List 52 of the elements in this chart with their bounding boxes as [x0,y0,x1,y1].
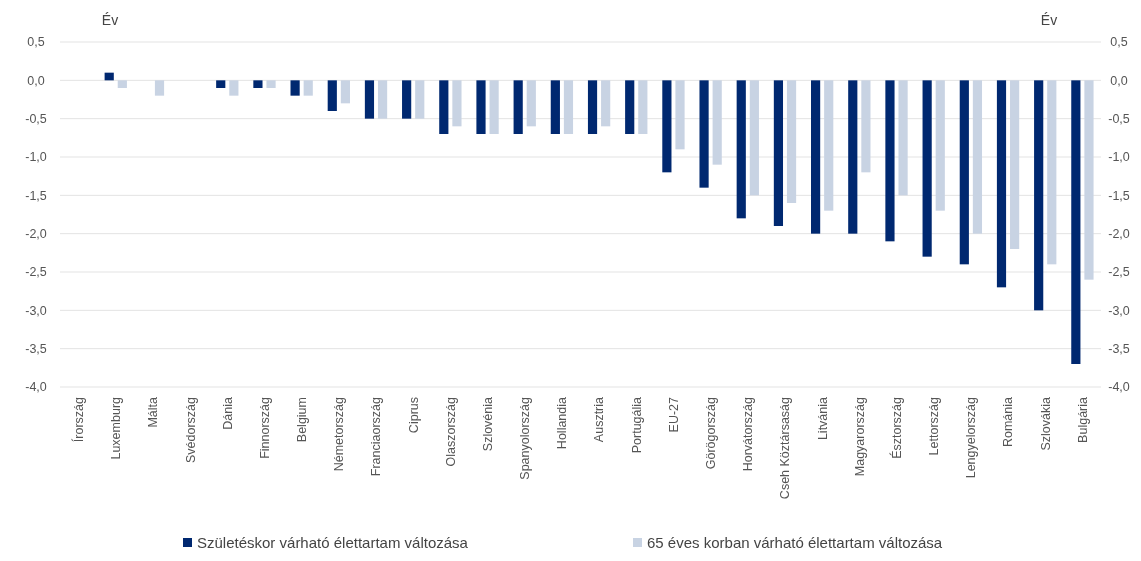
y2-tick-label: -1,5 [1108,188,1130,203]
y2-tick-label: -1,0 [1108,150,1130,165]
x-tick-label: Portugália [629,396,644,454]
x-tick-label: Románia [1001,396,1016,448]
x-tick-label: Belgium [295,397,310,443]
y2-tick-label: -4,0 [1108,380,1130,395]
x-tick-label: Ausztria [592,396,607,443]
y2-tick-label: 0,5 [1110,35,1128,50]
y2-tick-label: -0,5 [1108,112,1130,127]
x-tick-label: Litvánia [815,396,830,441]
legend-label: 65 éves korban várható élettartam változása [647,534,943,552]
x-tick-label: Lettország [927,396,942,456]
y-tick-label: -3,0 [25,303,47,318]
x-tick-label: Dánia [220,396,235,430]
legend-label: Születéskor várható élettartam változása [197,534,469,552]
x-tick-label: Ciprus [406,397,421,434]
x-tick-label: Franciaország [369,396,384,477]
y-tick-label: 0,0 [27,73,45,88]
x-tick-label: Luxemburg [109,396,124,460]
x-tick-label: Magyarország [852,396,867,477]
y-tick-label: 0,5 [27,35,45,50]
x-tick-label: Görögország [704,396,718,470]
x-tick-label: Szlovákia [1038,396,1053,451]
x-tick-label: Cseh Köztársaság [778,396,793,500]
y-tick-label: -1,5 [25,188,47,203]
x-tick-label: Németország [332,396,347,472]
y-tick-label: -4,0 [25,380,47,395]
x-tick-label: Finnország [257,396,272,459]
x-tick-label: Svédország [183,396,198,464]
x-tick-label: Bulgária [1075,396,1090,443]
y-tick-label: -3,5 [25,342,47,357]
y-tick-label: -0,5 [25,112,47,127]
y2-tick-label: 0,0 [1110,73,1128,88]
x-tick-label: Málta [146,396,161,428]
x-tick-label: Írország [70,396,86,443]
x-tick-label: EU-27 [666,396,681,433]
y2-tick-label: -3,0 [1108,303,1130,318]
x-tick-label: Észtország [888,396,904,459]
y-tick-label: -1,0 [25,150,47,165]
y2-tick-label: -2,5 [1108,265,1130,280]
y-tick-label: -2,5 [25,265,47,280]
x-tick-label: Spanyolország [518,396,533,480]
y2-tick-label: -3,5 [1108,342,1130,357]
x-tick-label: Olaszország [443,396,458,467]
y-axis-title: Év [101,12,119,28]
x-tick-label: Hollandia [555,396,570,450]
x-tick-label: Lengyelország [964,396,979,479]
x-tick-label: Szlovénia [480,396,495,452]
y2-tick-label: -2,0 [1108,227,1130,242]
y2-axis-title: Év [1040,12,1058,28]
x-tick-label: Horvátország [741,396,756,472]
y-tick-label: -2,0 [25,227,47,242]
